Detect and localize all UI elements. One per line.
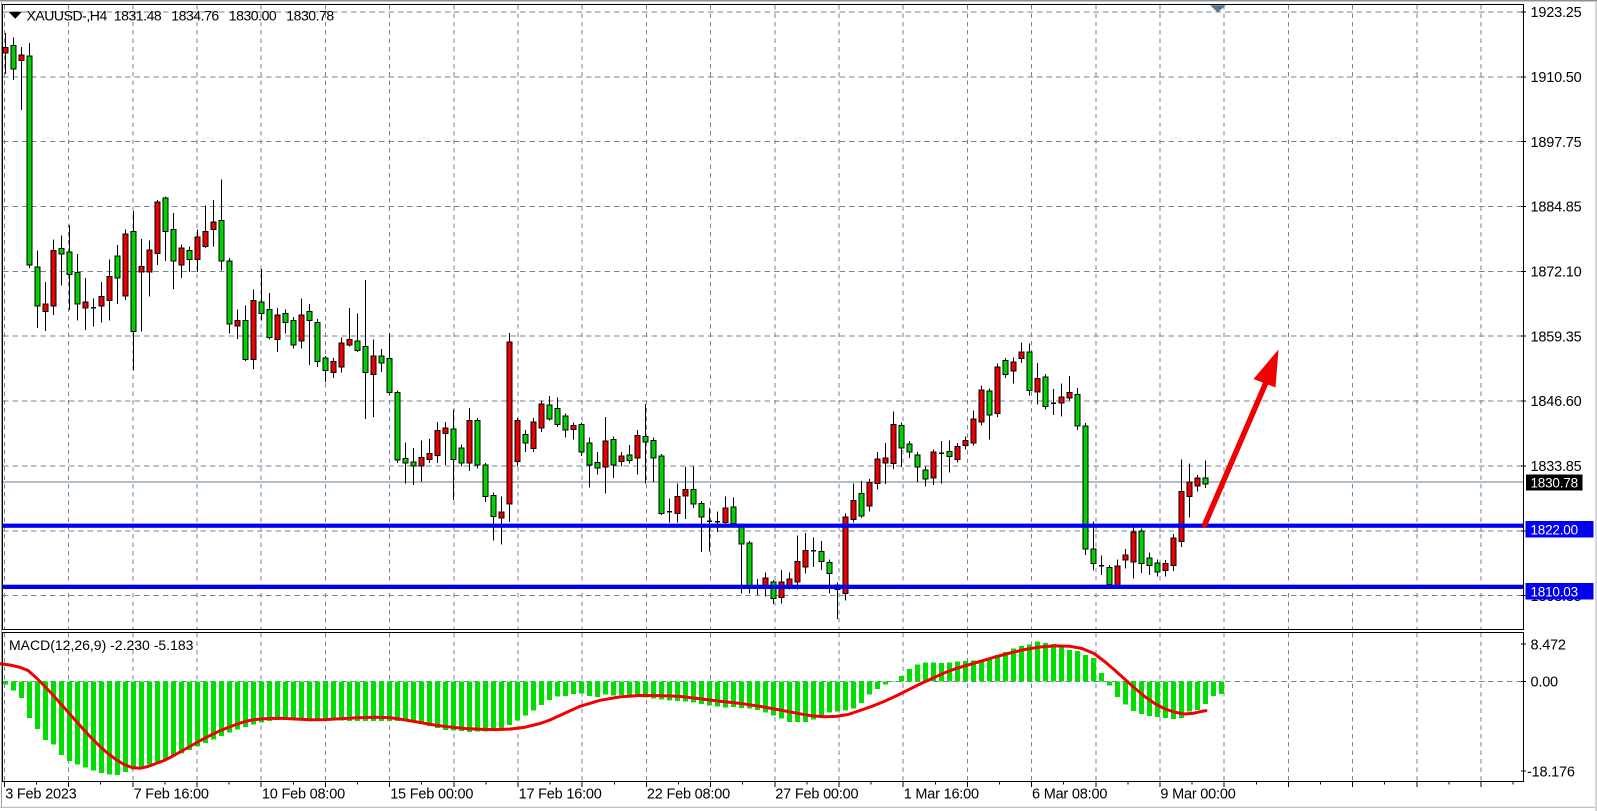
svg-text:8.472: 8.472: [1531, 637, 1566, 653]
svg-text:-18.176: -18.176: [1527, 764, 1575, 780]
svg-text:1831.48: 1831.48: [114, 7, 162, 23]
svg-text:22 Feb 08:00: 22 Feb 08:00: [647, 787, 730, 803]
svg-text:1833.85: 1833.85: [1531, 459, 1582, 475]
svg-text:6 Mar 08:00: 6 Mar 08:00: [1032, 787, 1107, 803]
svg-text:1923.25: 1923.25: [1531, 5, 1582, 21]
svg-text:1859.35: 1859.35: [1531, 329, 1582, 345]
svg-text:17 Feb 16:00: 17 Feb 16:00: [519, 787, 602, 803]
svg-text:1830.78: 1830.78: [1531, 475, 1578, 490]
svg-text:1846.60: 1846.60: [1531, 394, 1582, 410]
svg-text:27 Feb 00:00: 27 Feb 00:00: [775, 787, 858, 803]
svg-text:1884.85: 1884.85: [1531, 200, 1582, 216]
svg-text:1822.00: 1822.00: [1531, 523, 1578, 538]
svg-text:9 Mar 00:00: 9 Mar 00:00: [1160, 787, 1235, 803]
svg-text:1810.03: 1810.03: [1531, 584, 1578, 599]
svg-text:1830.00: 1830.00: [229, 7, 277, 23]
svg-text:XAUUSD-,H4: XAUUSD-,H4: [27, 7, 108, 23]
svg-text:MACD(12,26,9) -2.230 -5.183: MACD(12,26,9) -2.230 -5.183: [9, 637, 194, 653]
svg-text:7 Feb 16:00: 7 Feb 16:00: [134, 787, 209, 803]
svg-text:1 Mar 16:00: 1 Mar 16:00: [904, 787, 979, 803]
svg-text:3 Feb 2023: 3 Feb 2023: [5, 787, 76, 803]
svg-text:1897.75: 1897.75: [1531, 135, 1582, 151]
svg-text:1910.50: 1910.50: [1531, 70, 1582, 86]
svg-text:1830.78: 1830.78: [286, 7, 334, 23]
svg-text:10 Feb 08:00: 10 Feb 08:00: [262, 787, 345, 803]
svg-text:0.00: 0.00: [1531, 675, 1559, 691]
svg-text:1872.10: 1872.10: [1531, 265, 1582, 281]
svg-text:15 Feb 00:00: 15 Feb 00:00: [390, 787, 473, 803]
svg-text:1834.76: 1834.76: [171, 7, 219, 23]
